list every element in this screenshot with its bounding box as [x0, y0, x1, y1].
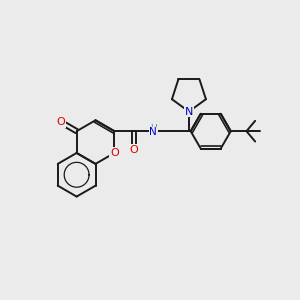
Text: N: N	[149, 127, 157, 137]
Text: O: O	[110, 148, 119, 158]
Text: O: O	[57, 117, 65, 127]
Text: N: N	[185, 106, 193, 117]
Text: N: N	[185, 106, 193, 117]
Text: H: H	[150, 124, 157, 133]
Text: O: O	[130, 146, 138, 155]
